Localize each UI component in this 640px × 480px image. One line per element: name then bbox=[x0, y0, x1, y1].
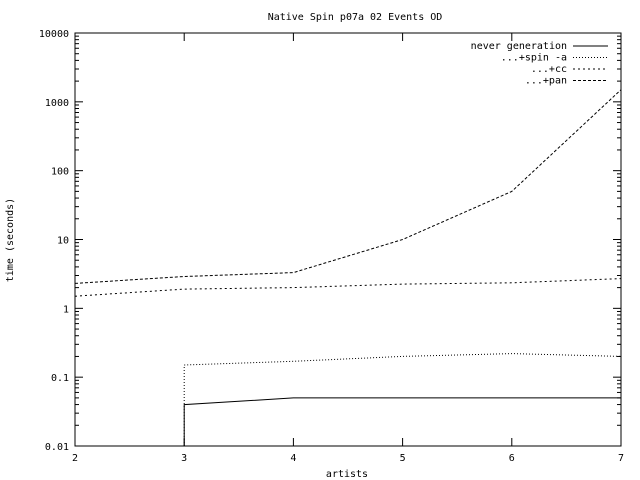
series-layer bbox=[74, 89, 622, 446]
legend-label: ...+pan bbox=[525, 76, 567, 87]
y-tick-label: 1 bbox=[63, 304, 69, 315]
series-line-2 bbox=[183, 353, 622, 446]
y-tick-label: 10 bbox=[57, 236, 69, 247]
series-line-3 bbox=[74, 278, 622, 297]
axes: 2 3 4 5 6 7 0.01 0.1 1 10 100 1000 10000 bbox=[39, 29, 624, 464]
series-line-4 bbox=[74, 89, 622, 284]
x-tick-label: 7 bbox=[618, 453, 624, 464]
plot-frame bbox=[74, 32, 622, 447]
series-line-1 bbox=[183, 397, 621, 446]
y-tick-label: 1000 bbox=[45, 98, 69, 109]
x-tick-label: 4 bbox=[290, 453, 296, 464]
chart-title: Native Spin p07a 02 Events OD bbox=[268, 12, 443, 23]
y-axis-label: time (seconds) bbox=[5, 198, 16, 282]
y-tick-label: 10000 bbox=[39, 29, 69, 40]
y-tick-label: 0.01 bbox=[45, 442, 69, 453]
legend: never generation...+spin -a...+cc...+pan bbox=[471, 41, 608, 87]
y-tick-label: 0.1 bbox=[51, 373, 69, 384]
y-tick-label: 100 bbox=[51, 167, 69, 178]
x-axis-label: artists bbox=[326, 469, 368, 480]
x-tick-label: 3 bbox=[181, 453, 187, 464]
legend-label: never generation bbox=[471, 41, 567, 52]
legend-label: ...+cc bbox=[531, 64, 567, 75]
legend-label: ...+spin -a bbox=[501, 53, 567, 64]
x-tick-label: 6 bbox=[509, 453, 515, 464]
x-tick-label: 5 bbox=[400, 453, 406, 464]
x-tick-label: 2 bbox=[72, 453, 78, 464]
